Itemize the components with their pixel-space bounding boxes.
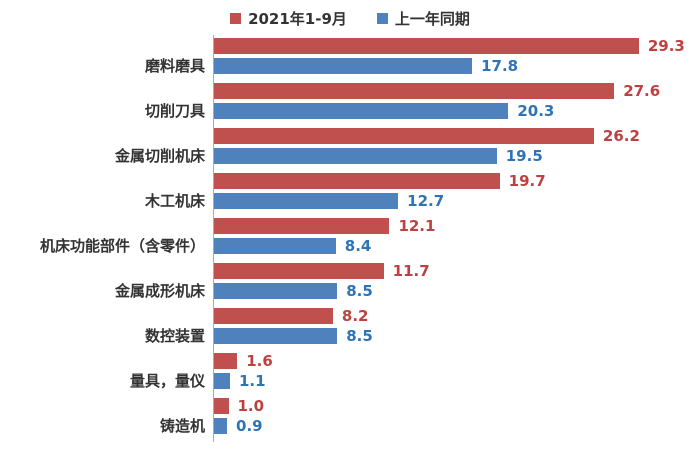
value-label-current-period: 27.6 bbox=[623, 82, 661, 100]
legend-item-previous-period: 上一年同期 bbox=[376, 8, 470, 29]
legend: 2021年1-9月 上一年同期 bbox=[0, 7, 700, 29]
value-label-previous-period: 12.7 bbox=[407, 192, 445, 210]
bar-current-period: 1.6 bbox=[214, 352, 273, 370]
bar-previous-period: 12.7 bbox=[214, 192, 444, 210]
value-label-current-period: 1.0 bbox=[237, 397, 265, 415]
category-axis: 磨料磨具切削刀具金属切削机床木工机床机床功能部件（含零件） 金属成形机床数控装置量… bbox=[0, 35, 205, 442]
value-label-previous-period: 8.4 bbox=[344, 237, 372, 255]
legend-label-current-period: 2021年1-9月 bbox=[248, 9, 347, 28]
bar-previous-period: 8.4 bbox=[214, 237, 371, 255]
category-label: 木工机床 bbox=[144, 192, 205, 210]
value-label-current-period: 29.3 bbox=[647, 37, 685, 55]
value-label-previous-period: 0.9 bbox=[236, 417, 263, 435]
value-label-previous-period: 19.5 bbox=[505, 147, 543, 165]
value-axis-line bbox=[213, 35, 214, 442]
bar-current-period: 26.2 bbox=[214, 127, 640, 145]
bar-previous-period: 20.3 bbox=[214, 102, 554, 120]
bar-current-period: 8.2 bbox=[214, 307, 368, 325]
value-label-current-period: 8.2 bbox=[341, 307, 369, 325]
category-label: 切削刀具 bbox=[144, 102, 205, 120]
bar-current-period: 1.0 bbox=[214, 397, 264, 415]
value-label-previous-period: 8.5 bbox=[346, 327, 373, 345]
bar-previous-period: 8.5 bbox=[214, 327, 373, 345]
plot-area: 29.3 17.8 27.6 20.3 26.2 19.5 19.7 12.7 12.1 8.4 1… bbox=[214, 35, 700, 442]
value-label-current-period: 12.1 bbox=[398, 217, 436, 235]
legend-swatch-red-icon bbox=[230, 12, 242, 24]
bar-current-period: 27.6 bbox=[214, 82, 660, 100]
category-label: 铸造机 bbox=[159, 417, 205, 435]
bar-current-period: 19.7 bbox=[214, 172, 546, 190]
value-label-current-period: 19.7 bbox=[508, 172, 546, 190]
value-label-current-period: 26.2 bbox=[602, 127, 640, 145]
category-label: 机床功能部件（含零件） bbox=[39, 237, 205, 255]
bar-previous-period: 0.9 bbox=[214, 417, 263, 435]
bar-previous-period: 8.5 bbox=[214, 282, 373, 300]
category-label: 磨料磨具 bbox=[144, 57, 205, 75]
bar-current-period: 11.7 bbox=[214, 262, 430, 280]
legend-item-current-period: 2021年1-9月 bbox=[230, 8, 347, 29]
bar-previous-period: 1.1 bbox=[214, 372, 266, 390]
category-label: 量具，量仪 bbox=[129, 372, 205, 390]
legend-label-previous-period: 上一年同期 bbox=[394, 9, 470, 28]
legend-swatch-blue-icon bbox=[376, 12, 388, 24]
category-label: 金属切削机床 bbox=[114, 147, 205, 165]
category-label: 数控装置 bbox=[144, 327, 205, 345]
bar-previous-period: 17.8 bbox=[214, 57, 518, 75]
bar-current-period: 12.1 bbox=[214, 217, 435, 235]
value-label-previous-period: 20.3 bbox=[517, 102, 555, 120]
category-label: 金属成形机床 bbox=[114, 282, 205, 300]
bar-previous-period: 19.5 bbox=[214, 147, 543, 165]
value-label-previous-period: 1.1 bbox=[238, 372, 266, 390]
value-label-current-period: 11.7 bbox=[392, 262, 430, 280]
value-label-previous-period: 8.5 bbox=[346, 282, 373, 300]
value-label-previous-period: 17.8 bbox=[481, 57, 519, 75]
value-label-current-period: 1.6 bbox=[246, 352, 273, 370]
bar-current-period: 29.3 bbox=[214, 37, 685, 55]
